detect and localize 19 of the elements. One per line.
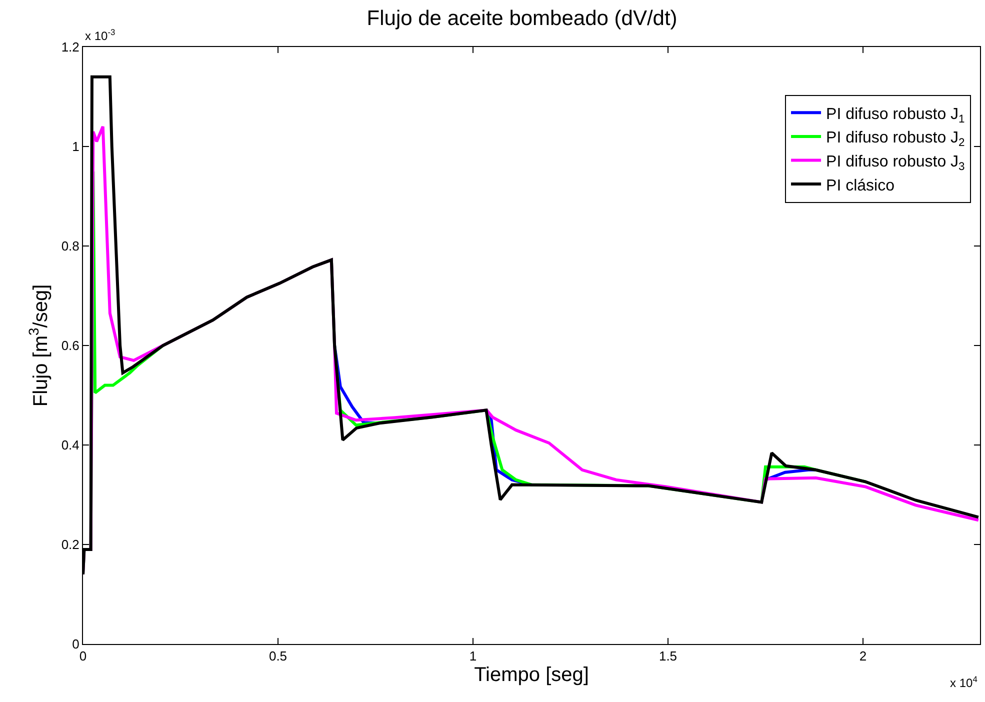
legend-label: PI difuso robusto J$_{3}$ [826,154,965,173]
chart-title: Flujo de aceite bombeado (dV/dt) [366,7,678,30]
x-tick-label: 1.5 [658,648,678,664]
y-tick-label: 0.8 [61,238,80,254]
text: x 10$^{-3}$ [85,27,116,44]
y-tick-label: 0 [72,636,80,652]
legend-label: PI difuso robusto J$_{1}$ [826,106,965,126]
x-tick-label: 0.5 [268,648,288,664]
x-tick-label: 1 [469,648,477,664]
y-tick-label: 1.2 [61,40,80,55]
text: x 10$^{4}$ [950,674,978,690]
legend-label: PI difuso robusto J$_{2}$ [826,130,965,150]
y-tick-label: 0.4 [61,438,80,453]
y-tick-label: 0.2 [61,537,80,552]
y-tick-label: 1 [72,139,80,154]
x-tick-label: 2 [859,648,867,664]
x-axis-title: Tiempo [seg] [474,664,589,686]
legend-label: PI clásico [826,177,895,194]
y-tick-label: 0.6 [61,338,80,354]
